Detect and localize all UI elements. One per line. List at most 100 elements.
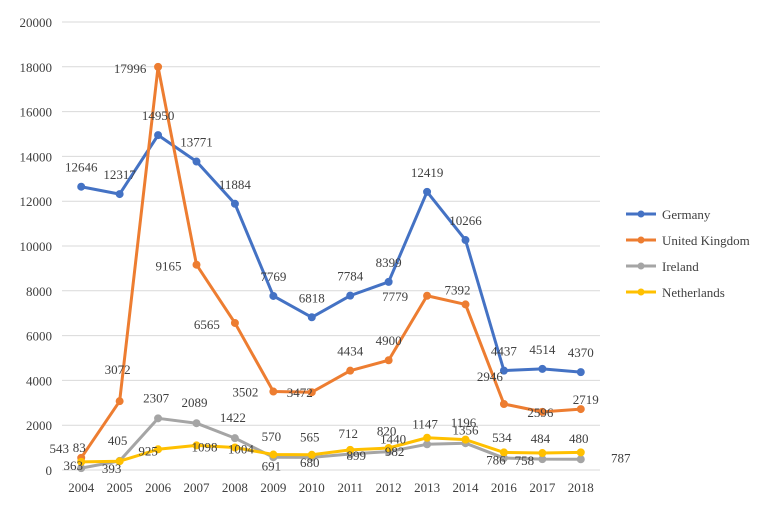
data-label: 4370 (568, 345, 594, 360)
data-label: 543 (49, 441, 69, 456)
data-label: 925 (138, 443, 158, 458)
legend-marker (637, 288, 645, 296)
data-label: 680 (300, 455, 320, 470)
data-label: 1004 (228, 442, 255, 457)
legend-marker (637, 236, 645, 244)
data-label: 17996 (114, 61, 147, 76)
data-point (230, 434, 239, 443)
data-point (499, 400, 508, 409)
data-point (576, 405, 585, 414)
x-tick-label: 2010 (299, 480, 325, 495)
data-point (154, 414, 163, 423)
legend-label: Netherlands (662, 285, 725, 300)
data-label: 12317 (103, 167, 136, 182)
y-tick-label: 0 (46, 463, 53, 478)
data-label: 534 (492, 430, 512, 445)
data-point (154, 445, 163, 454)
data-label: 6565 (194, 317, 220, 332)
data-label: 2946 (477, 369, 504, 384)
data-point (230, 318, 239, 327)
data-label: 820 (377, 424, 397, 439)
data-label: 4434 (337, 344, 364, 359)
data-label: 787 (611, 450, 631, 465)
data-point (423, 187, 432, 196)
legend-label: Germany (662, 207, 711, 222)
data-point (115, 190, 124, 199)
data-label: 12419 (411, 165, 444, 180)
x-tick-label: 2006 (145, 480, 172, 495)
data-label: 1147 (412, 416, 438, 431)
x-axis: 2004 2005 2006 2007 2008 2009 2010 2011 2012 2013… (68, 480, 594, 495)
data-label: 565 (300, 429, 320, 444)
y-tick-label: 2000 (26, 418, 52, 433)
data-point (461, 236, 470, 245)
data-label: 4900 (376, 333, 402, 348)
data-label: 2089 (182, 395, 208, 410)
data-label: 405 (108, 433, 128, 448)
data-label: 7779 (382, 289, 408, 304)
data-point (576, 448, 585, 457)
data-point (115, 397, 124, 406)
data-label: 7784 (337, 269, 364, 284)
data-point (423, 291, 432, 300)
data-label: 2719 (573, 392, 599, 407)
data-point (346, 291, 355, 300)
y-tick-label: 12000 (20, 194, 53, 209)
data-point (192, 260, 201, 269)
legend-item: Netherlands (626, 285, 725, 300)
data-label: 4437 (491, 344, 518, 359)
series-netherlands (77, 433, 585, 466)
data-label: 2596 (527, 405, 554, 420)
data-point (154, 62, 163, 71)
legend-item: Germany (626, 207, 711, 222)
y-tick-label: 14000 (20, 149, 53, 164)
legend-marker (637, 210, 645, 218)
data-point (384, 277, 393, 286)
data-labels: 12646 12317149501377111884776968187784839… (49, 61, 631, 476)
data-label: 3072 (105, 362, 131, 377)
data-label: 7392 (445, 282, 471, 297)
data-point (192, 419, 201, 428)
legend-label: United Kingdom (662, 233, 750, 248)
data-label: 1422 (220, 410, 246, 425)
series-united-kingdom (77, 62, 585, 462)
data-point (576, 368, 585, 377)
data-point (423, 433, 432, 442)
data-point (307, 313, 316, 322)
data-point (346, 445, 355, 454)
x-tick-label: 2009 (260, 480, 286, 495)
data-label: 2307 (143, 390, 170, 405)
legend: Germany United Kingdom Ireland Netherlands (626, 207, 750, 300)
series-line (79, 133, 583, 374)
data-point (346, 366, 355, 375)
data-label: 8399 (376, 255, 402, 270)
data-label: 758 (515, 453, 535, 468)
data-label: 480 (569, 431, 589, 446)
data-point (499, 366, 508, 375)
data-label: 14950 (142, 108, 175, 123)
data-label: 9165 (156, 259, 182, 274)
data-label: 1356 (453, 423, 480, 438)
series-germany (77, 131, 585, 377)
data-label: 83 (73, 440, 86, 455)
x-tick-label: 2014 (453, 480, 480, 495)
data-label: 1098 (192, 439, 218, 454)
data-point (538, 407, 547, 416)
data-label: 484 (531, 431, 551, 446)
data-point (499, 448, 508, 457)
series-lines (77, 62, 585, 473)
data-point (423, 440, 432, 449)
data-label: 3472 (287, 385, 313, 400)
series-line (79, 65, 583, 460)
data-point (384, 444, 393, 453)
x-tick-label: 2008 (222, 480, 248, 495)
data-label: 12646 (65, 160, 98, 175)
data-point (230, 443, 239, 452)
data-point (192, 441, 201, 450)
legend-item: Ireland (626, 259, 699, 274)
y-tick-label: 16000 (20, 105, 53, 120)
data-point (307, 388, 316, 397)
y-tick-label: 20000 (20, 15, 53, 30)
